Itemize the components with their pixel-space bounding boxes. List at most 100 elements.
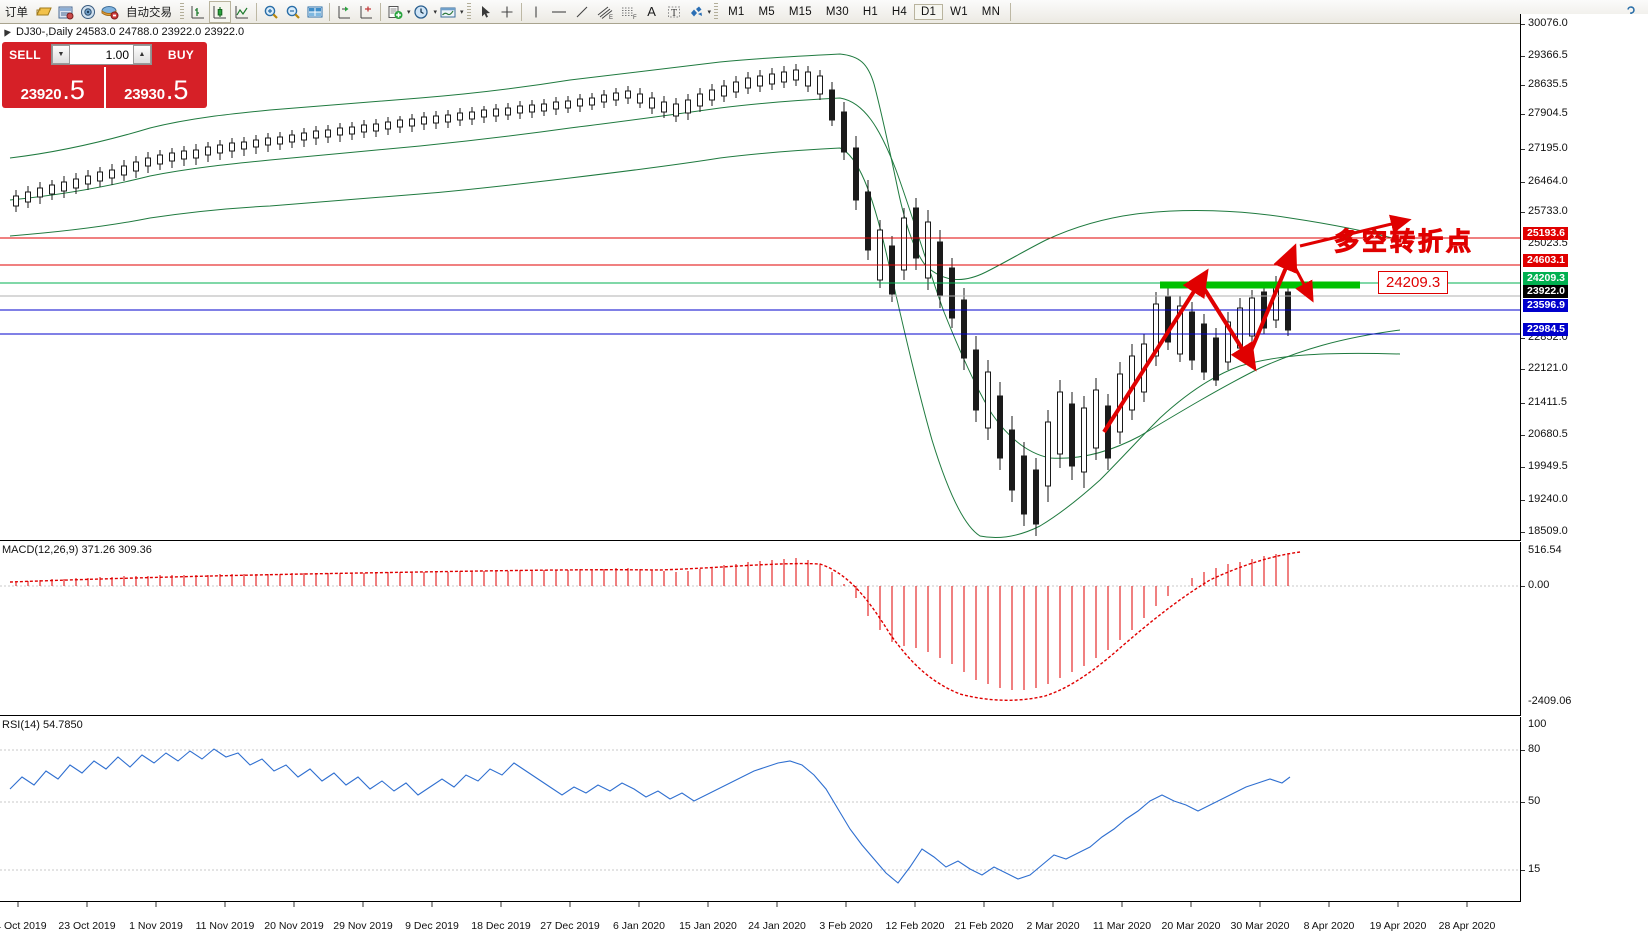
timeframe-mn[interactable]: MN: [981, 5, 1001, 18]
candlestick-chart-icon[interactable]: [209, 0, 231, 23]
price-tick: 21411.5: [1521, 396, 1567, 408]
chart-collapse-icon[interactable]: [1, 27, 11, 37]
trade-panel-top[interactable]: SELL ▼ 1.00 ▲ BUY: [2, 42, 207, 67]
buy-button[interactable]: BUY: [155, 42, 207, 67]
cursor-icon[interactable]: [474, 1, 496, 23]
svg-text:T: T: [671, 8, 677, 19]
navigator-icon[interactable]: [77, 1, 99, 23]
equidistant-channel-icon[interactable]: E: [593, 1, 617, 23]
line-chart-icon[interactable]: [231, 1, 253, 23]
volume-area[interactable]: ▼ 1.00 ▲: [48, 42, 155, 67]
trade-panel-prices[interactable]: 23920 .5 23930 .5: [2, 67, 207, 108]
price-tag-support-1[interactable]: 23596.9: [1523, 299, 1568, 312]
timeframe-m30[interactable]: M30: [825, 5, 849, 18]
zoom-out-icon[interactable]: [282, 1, 304, 23]
periods-clock-icon[interactable]: [411, 1, 433, 23]
text-label-icon[interactable]: T: [663, 1, 685, 23]
text-icon[interactable]: A: [647, 4, 656, 19]
price-tick: 25733.0: [1521, 205, 1568, 217]
timeframe-d1[interactable]: D1: [914, 3, 944, 20]
buy-price-main: 23930: [124, 86, 165, 103]
price-tick: 26464.0: [1521, 175, 1568, 187]
toolbar-separator-5: [1010, 2, 1012, 21]
rsi-tick: 50: [1521, 795, 1540, 807]
macd-tick: -2409.06: [1528, 695, 1572, 707]
turning-point-annotation: 多空转折点: [1333, 227, 1475, 257]
timeframe-h4[interactable]: H4: [891, 5, 908, 18]
volume-stepper[interactable]: ▼ 1.00 ▲: [51, 44, 152, 65]
rsi-indicator-label: RSI(14) 54.7850: [2, 719, 83, 731]
price-level-callout: 24209.3: [1378, 271, 1449, 294]
price-tick: 30076.0: [1521, 17, 1568, 29]
price-tag-resistance-2[interactable]: 24603.1: [1523, 254, 1568, 267]
price-tick: 20680.5: [1521, 428, 1568, 440]
chart-shift-icon[interactable]: [333, 1, 355, 23]
shapes-icon[interactable]: [685, 1, 707, 23]
toolbar-grip-3[interactable]: [714, 2, 719, 21]
volume-decrement-button[interactable]: ▼: [52, 45, 70, 64]
rsi-axis[interactable]: 100 80 50 15: [1520, 717, 1648, 902]
folder-icon[interactable]: [33, 1, 55, 23]
price-axis[interactable]: 30076.0 29366.5 28635.5 27904.5 27195.0 …: [1520, 14, 1648, 568]
data-grid-icon[interactable]: [304, 1, 326, 23]
crosshair-icon[interactable]: [496, 1, 518, 23]
date-axis-label: 20 Mar 2020: [1161, 920, 1221, 932]
date-axis-label: 11 Mar 2020: [1092, 920, 1152, 932]
bar-chart-icon[interactable]: [187, 1, 209, 23]
zoom-in-icon[interactable]: [260, 1, 282, 23]
chart-title-bar: DJ30-,Daily 24583.0 24788.0 23922.0 2392…: [0, 25, 1520, 39]
svg-text:F: F: [633, 15, 637, 20]
rsi-tick: 15: [1521, 863, 1540, 875]
timeframe-h1[interactable]: H1: [862, 5, 878, 18]
price-tag-turning-point[interactable]: 24209.3: [1523, 272, 1568, 285]
toolbar-grip[interactable]: [180, 2, 184, 21]
rsi-pane[interactable]: RSI(14) 54.7850: [0, 717, 1520, 902]
timeframe-m5[interactable]: M5: [758, 5, 775, 18]
macd-tick: 0.00: [1521, 579, 1549, 591]
chevron-down-icon-4[interactable]: ▾: [707, 8, 712, 16]
sell-price[interactable]: 23920 .5: [2, 67, 106, 108]
timeframe-m1[interactable]: M1: [728, 5, 745, 18]
timeframe-w1[interactable]: W1: [950, 5, 968, 18]
price-tag-support-2[interactable]: 22984.5: [1523, 323, 1568, 336]
sell-button[interactable]: SELL: [2, 42, 48, 67]
date-axis-label: 21 Feb 2020: [954, 920, 1014, 932]
trendline-icon[interactable]: [571, 1, 593, 23]
horizontal-line-icon[interactable]: [547, 1, 571, 23]
price-tick: 25023.5: [1528, 237, 1568, 249]
price-tag-resistance-1[interactable]: 25193.6: [1523, 227, 1568, 240]
macd-svg: [0, 551, 1520, 701]
date-axis[interactable]: 14 Oct 2019 23 Oct 2019 1 Nov 2019 11 Nov 2…: [0, 902, 1648, 949]
timeframe-m15[interactable]: M15: [788, 5, 812, 18]
date-axis-label: 23 Oct 2019: [58, 920, 116, 932]
date-axis-label: 11 Nov 2019: [195, 920, 255, 932]
toolbar-separator-2: [329, 2, 330, 21]
toolbar-grip-2[interactable]: [466, 2, 471, 21]
price-tag-current[interactable]: 23922.0: [1523, 285, 1568, 298]
macd-tick: 516.54: [1528, 544, 1562, 556]
fibonacci-icon[interactable]: F: [617, 1, 641, 23]
auto-scroll-icon[interactable]: [355, 1, 377, 23]
auto-trading-icon[interactable]: [99, 1, 121, 23]
new-order-button[interactable]: 订单: [5, 6, 28, 19]
chevron-down-icon[interactable]: ▾: [407, 8, 411, 16]
chevron-down-icon-3[interactable]: ▾: [460, 8, 464, 16]
volume-input[interactable]: 1.00: [105, 47, 129, 62]
one-click-trading-panel[interactable]: SELL ▼ 1.00 ▲ BUY 23920 .5 23930 .5: [2, 42, 207, 108]
date-axis-label: 19 Apr 2020: [1369, 920, 1427, 932]
date-axis-label: 6 Jan 2020: [613, 920, 665, 932]
volume-increment-button[interactable]: ▲: [133, 45, 151, 64]
main-toolbar[interactable]: 订单: [0, 0, 1648, 24]
indicators-icon[interactable]: [384, 1, 406, 23]
buy-price[interactable]: 23930 .5: [105, 67, 207, 108]
auto-trading-label[interactable]: 自动交易: [126, 6, 172, 19]
templates-icon[interactable]: [437, 1, 459, 23]
chevron-down-icon-2[interactable]: ▾: [433, 8, 438, 16]
data-window-icon[interactable]: [55, 1, 77, 23]
macd-axis[interactable]: 516.54 0.00 -2409.06: [1520, 542, 1648, 716]
macd-pane[interactable]: MACD(12,26,9) 371.26 309.36: [0, 542, 1520, 716]
price-chart-pane[interactable]: [0, 40, 1520, 541]
date-axis-label: 3 Feb 2020: [819, 920, 873, 932]
date-axis-label: 30 Mar 2020: [1230, 920, 1290, 932]
vertical-line-icon[interactable]: [525, 1, 547, 23]
